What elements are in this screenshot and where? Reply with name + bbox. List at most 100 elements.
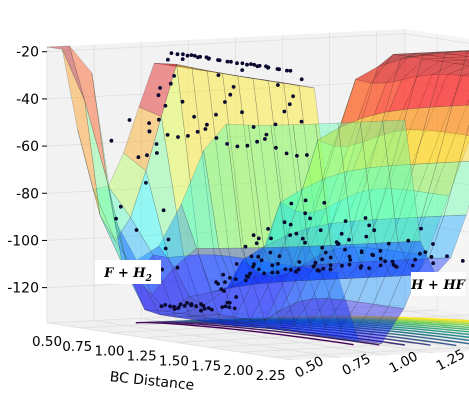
x-tick-label: 1.25	[127, 349, 157, 365]
trajectory-point	[445, 254, 449, 258]
trajectory-point	[168, 304, 172, 308]
trajectory-point	[298, 260, 302, 264]
trajectory-point	[135, 228, 139, 232]
trajectory-point	[418, 252, 422, 256]
trajectory-point	[269, 251, 273, 255]
trajectory-point	[186, 134, 190, 138]
trajectory-point	[265, 133, 269, 137]
trajectory-point	[199, 302, 203, 306]
trajectory-point	[221, 273, 225, 277]
trajectory-point	[276, 83, 280, 87]
z-tick-label: -80	[16, 186, 39, 202]
z-tick-label: -20	[16, 45, 39, 61]
trajectory-point	[252, 63, 256, 67]
z-tick-label: -100	[7, 233, 39, 249]
trajectory-point	[367, 266, 371, 270]
trajectory-point	[322, 201, 326, 205]
trajectory-point	[413, 258, 417, 262]
trajectory-point	[329, 267, 333, 271]
trajectory-point	[461, 259, 465, 263]
trajectory-point	[364, 235, 368, 239]
trajectory-point	[252, 233, 256, 237]
trajectory-point	[303, 211, 307, 215]
trajectory-point	[185, 301, 189, 305]
trajectory-point	[248, 272, 252, 276]
trajectory-point	[379, 257, 383, 261]
trajectory-point	[295, 232, 299, 236]
trajectory-point	[192, 115, 196, 119]
trajectory-point	[160, 304, 164, 308]
trajectory-point	[329, 256, 333, 260]
trajectory-point	[343, 248, 347, 252]
trajectory-point	[179, 302, 183, 306]
trajectory-point	[276, 271, 280, 275]
trajectory-point	[236, 145, 240, 149]
trajectory-point	[193, 54, 197, 58]
trajectory-point	[278, 254, 282, 258]
trajectory-point	[387, 242, 391, 246]
x-tick-label: 2.00	[223, 363, 253, 379]
trajectory-point	[406, 239, 410, 243]
x-tick-label: 0.75	[62, 339, 92, 355]
trajectory-point	[217, 73, 221, 77]
trajectory-point	[157, 93, 161, 97]
trajectory-point	[119, 205, 123, 209]
trajectory-point	[348, 258, 352, 262]
trajectory-point	[183, 304, 187, 308]
trajectory-point	[157, 118, 161, 122]
trajectory-point	[155, 151, 159, 155]
trajectory-point	[304, 199, 308, 203]
trajectory-point	[228, 276, 232, 280]
trajectory-point	[176, 306, 180, 310]
trajectory-point	[289, 223, 293, 227]
trajectory-point	[205, 123, 209, 127]
trajectory-point	[394, 264, 398, 268]
trajectory-point	[372, 228, 376, 232]
trajectory-point	[167, 238, 171, 242]
trajectory-point	[258, 64, 262, 68]
trajectory-point	[308, 217, 312, 221]
trajectory-point	[216, 58, 220, 62]
z-tick-label: -60	[16, 139, 39, 155]
y-axis-label: AB Distance	[448, 375, 469, 408]
trajectory-point	[166, 58, 170, 62]
trajectory-point	[204, 127, 208, 131]
trajectory-point	[240, 110, 244, 114]
trajectory-point	[110, 139, 114, 143]
trajectory-point	[246, 144, 250, 148]
trajectory-point	[383, 259, 387, 263]
trajectory-point	[321, 267, 325, 271]
trajectory-point	[233, 307, 237, 311]
trajectory-point	[176, 52, 180, 56]
trajectory-point	[166, 133, 170, 137]
trajectory-point	[170, 51, 174, 55]
trajectory-point	[229, 60, 233, 64]
x-axis-label: BC Distance	[109, 369, 195, 394]
trajectory-point	[255, 140, 259, 144]
trajectory-point	[283, 110, 287, 114]
trajectory-point	[283, 220, 287, 224]
z-tick-label: -120	[7, 281, 39, 297]
trajectory-point	[344, 219, 348, 223]
trajectory-point	[210, 308, 214, 312]
trajectory-point	[214, 113, 218, 117]
trajectory-point	[320, 258, 324, 262]
trajectory-point	[348, 255, 352, 259]
trajectory-point	[391, 260, 395, 264]
trajectory-point	[274, 123, 278, 127]
trajectory-point	[285, 152, 289, 156]
x-tick-label: 1.75	[191, 358, 221, 374]
trajectory-point	[431, 261, 435, 265]
trajectory-point	[169, 82, 173, 86]
trajectory-point	[295, 154, 299, 158]
trajectory-point	[305, 153, 309, 157]
trajectory-point	[270, 264, 274, 268]
trajectory-point	[220, 305, 224, 309]
trajectory-point	[301, 237, 305, 241]
trajectory-point	[240, 68, 244, 72]
trajectory-point	[252, 125, 256, 129]
trajectory-point	[340, 264, 344, 268]
trajectory-point	[300, 77, 304, 81]
trajectory-point	[289, 69, 293, 73]
trajectory-point	[234, 277, 238, 281]
